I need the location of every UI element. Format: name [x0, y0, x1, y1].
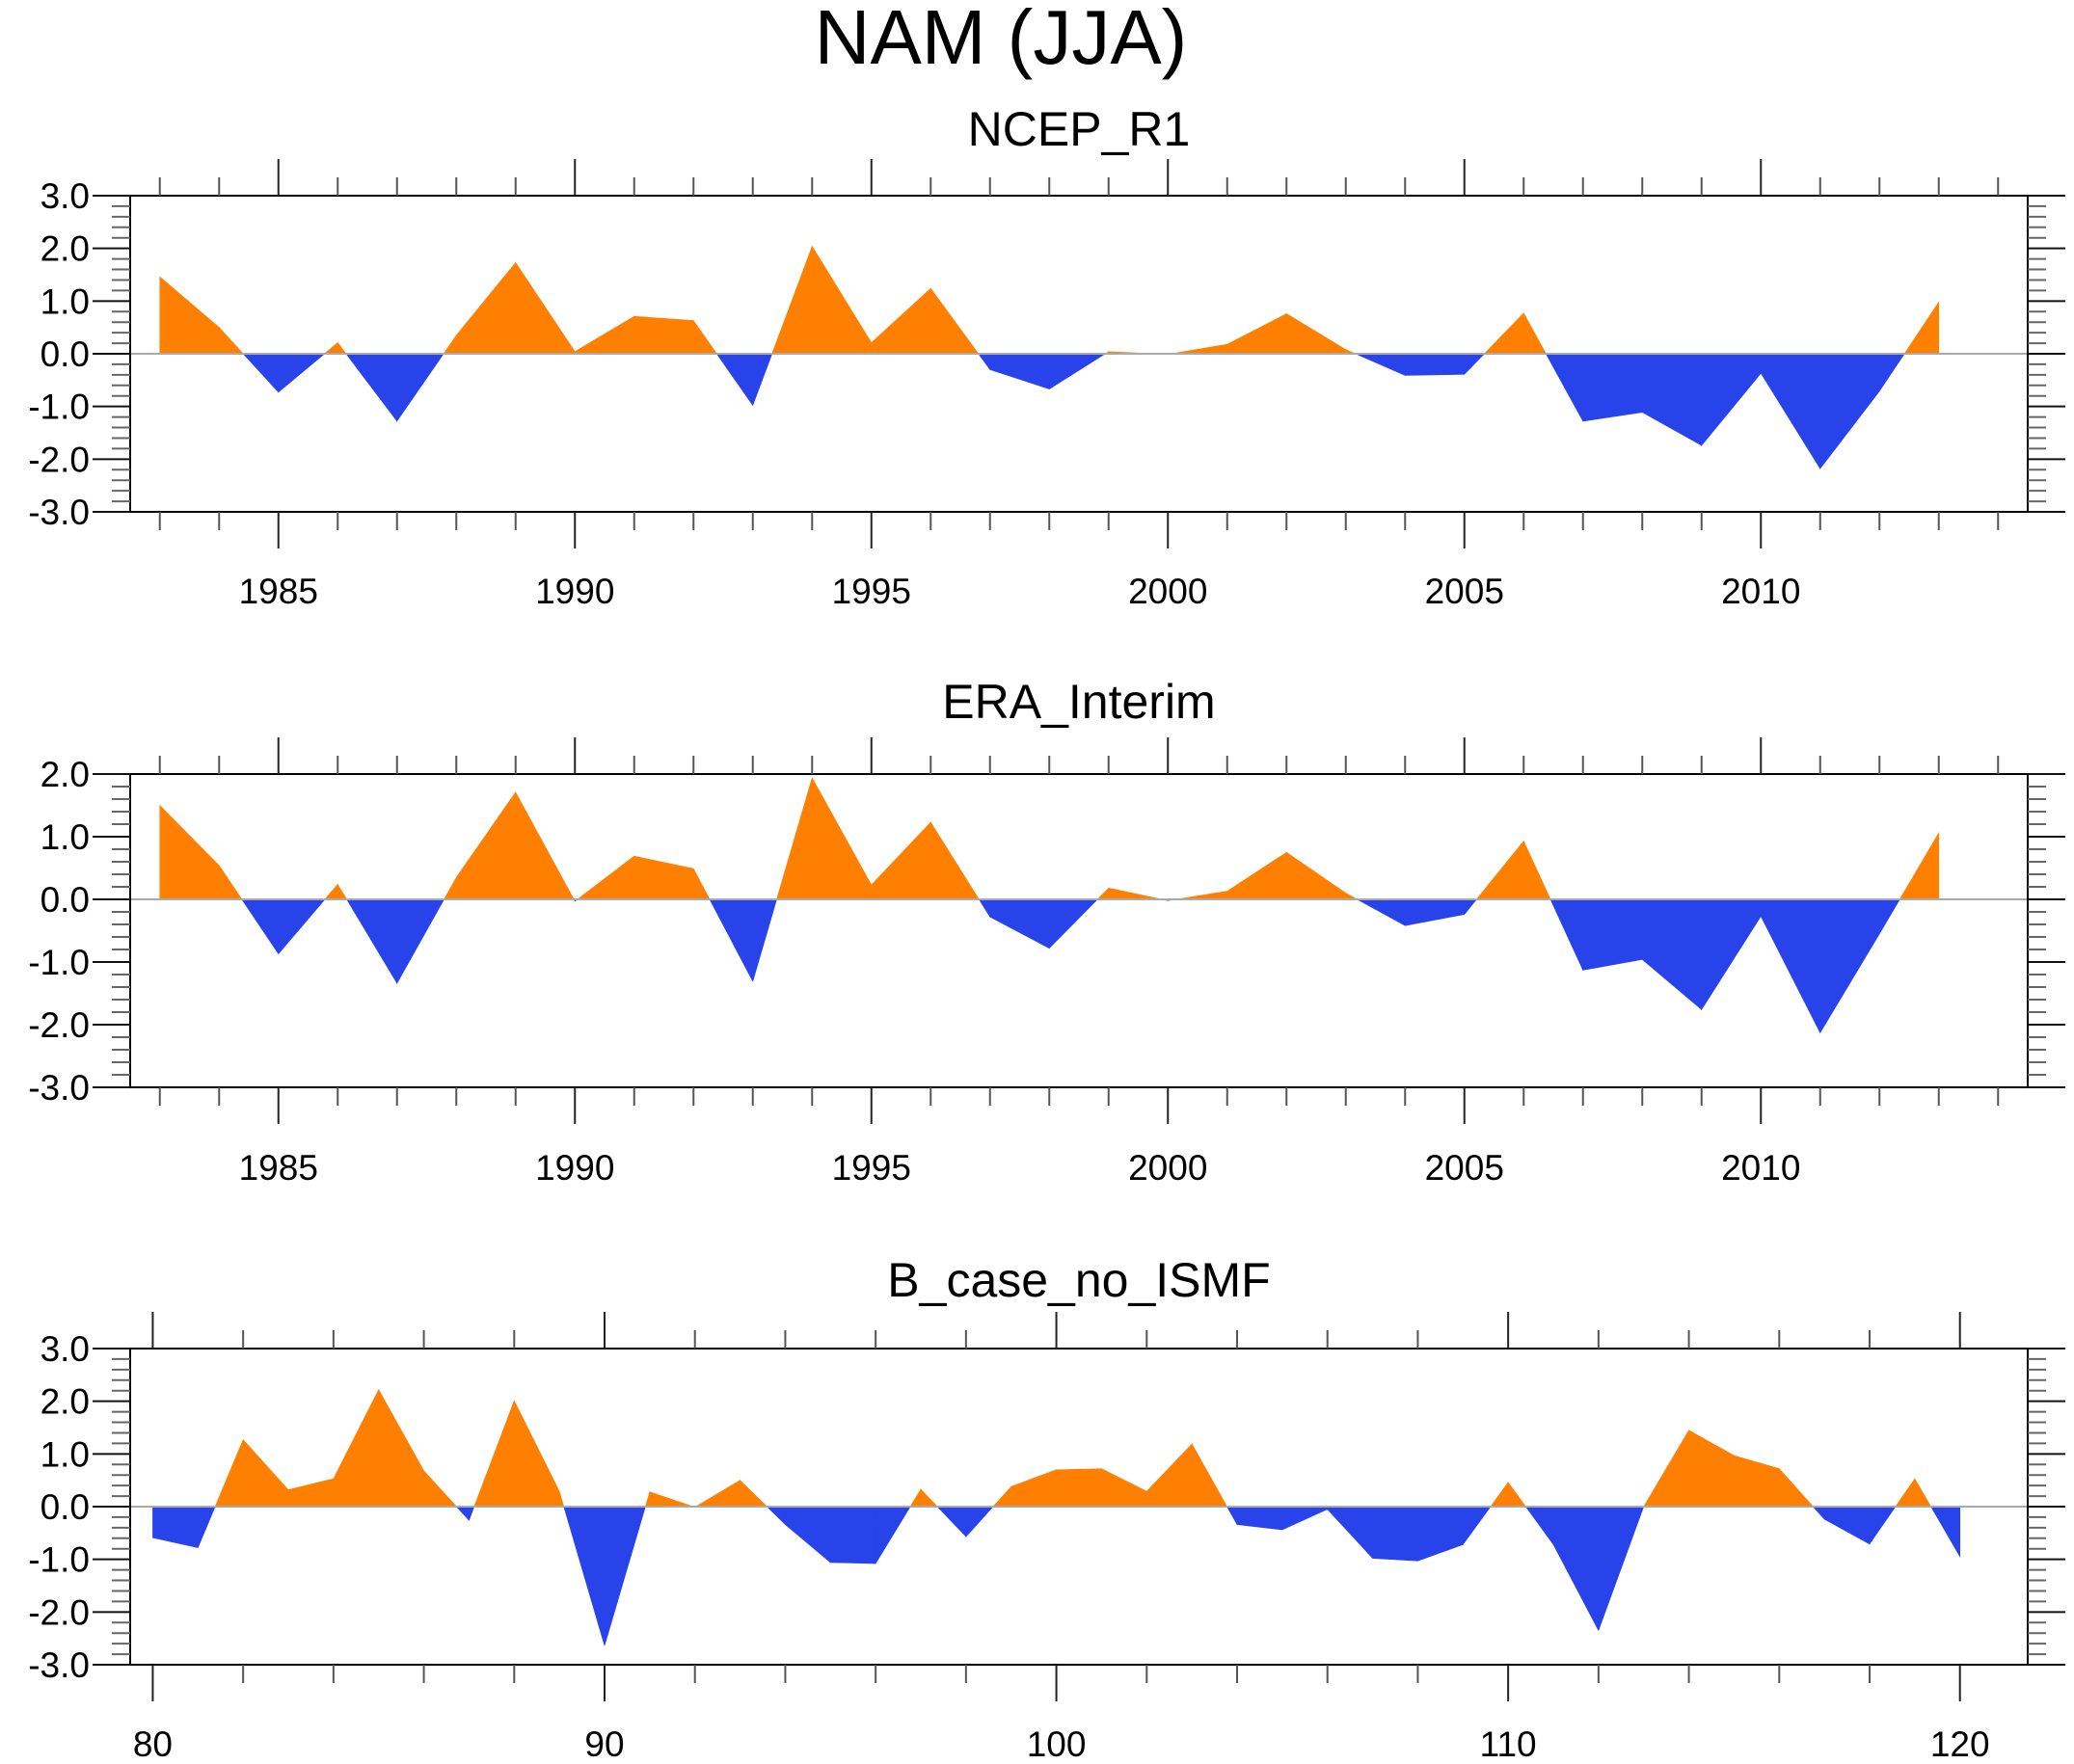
x-tick-label: 1995 — [832, 572, 911, 611]
x-tick-label: 1990 — [535, 572, 614, 611]
y-tick-label: 3.0 — [40, 1329, 90, 1369]
y-tick-label: 0.0 — [40, 334, 90, 374]
plot-frame — [129, 773, 2029, 1088]
positive-area — [214, 1388, 1932, 1508]
panel-title: B_case_no_ISMF — [887, 1253, 1270, 1307]
x-tick-label: 90 — [584, 1724, 624, 1764]
y-tick-label: 2.0 — [40, 1382, 90, 1422]
x-tick-label: 2000 — [1128, 572, 1207, 611]
y-tick-label: -1.0 — [28, 943, 90, 982]
y-tick-label: 0.0 — [40, 880, 90, 920]
y-tick-label: 2.0 — [40, 755, 90, 794]
positive-area — [159, 776, 1940, 900]
x-tick-label: 1985 — [239, 1148, 318, 1188]
y-tick-label: 0.0 — [40, 1487, 90, 1527]
x-tick-label: 2010 — [1721, 572, 1800, 611]
y-tick-label: 1.0 — [40, 281, 90, 321]
x-tick-label: 2000 — [1128, 1148, 1207, 1188]
y-tick-label: 2.0 — [40, 229, 90, 269]
panel-title: NCEP_R1 — [968, 102, 1191, 156]
x-tick-label: 120 — [1930, 1724, 1990, 1764]
y-tick-label: 1.0 — [40, 817, 90, 857]
figure-title: NAM (JJA) — [815, 0, 1188, 80]
positive-area — [159, 245, 1940, 355]
y-tick-label: -3.0 — [28, 1068, 90, 1108]
panel-title: ERA_Interim — [942, 675, 1215, 729]
x-tick-label: 110 — [1480, 1724, 1537, 1764]
x-tick-label: 1990 — [535, 1148, 614, 1188]
panel-era-interim: ERA_Interim 1985 1990 1995 2000 2005 2010 2.0 1… — [28, 675, 2065, 1188]
panel-ncep-r1: NCEP_R1 1985 1990 1995 2000 2005 2010 3.0 2.0 1.… — [28, 102, 2065, 611]
y-tick-label: -3.0 — [28, 1645, 90, 1685]
x-tick-label: 1985 — [239, 572, 318, 611]
y-tick-label: -1.0 — [28, 1540, 90, 1580]
panel-b-case-no-ismf: B_case_no_ISMF 80 90 100 110 120 3.0 2.0 1.0 0.0… — [28, 1253, 2065, 1764]
y-tick-label: -3.0 — [28, 493, 90, 532]
x-tick-label: 2005 — [1425, 572, 1504, 611]
y-tick-label: -2.0 — [28, 1005, 90, 1045]
y-tick-label: 1.0 — [40, 1434, 90, 1474]
y-tick-label: -2.0 — [28, 1592, 90, 1632]
y-tick-label: -1.0 — [28, 388, 90, 427]
x-tick-label: 2010 — [1721, 1148, 1800, 1188]
x-tick-label: 2005 — [1425, 1148, 1504, 1188]
y-tick-label: -2.0 — [28, 440, 90, 479]
y-tick-label: 3.0 — [40, 176, 90, 216]
x-tick-label: 1995 — [832, 1148, 911, 1188]
x-tick-label: 100 — [1027, 1724, 1087, 1764]
x-tick-label: 80 — [133, 1724, 173, 1764]
